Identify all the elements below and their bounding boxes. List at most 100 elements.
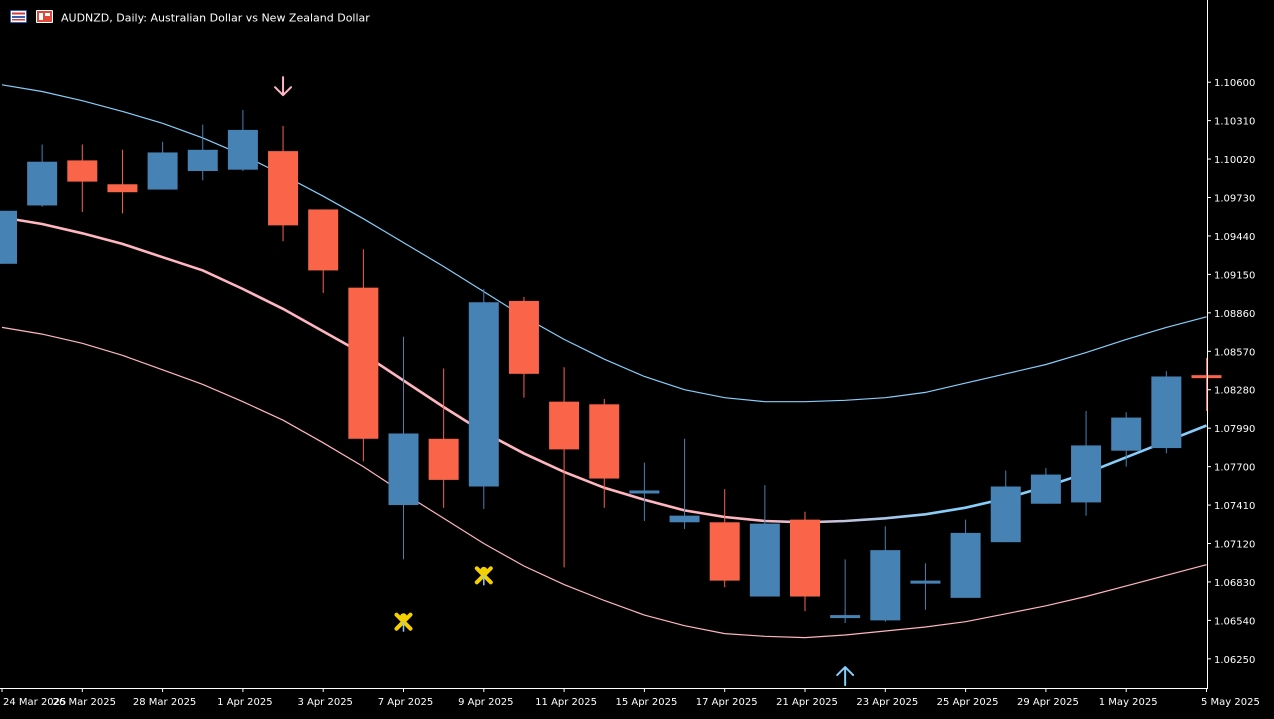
time-tick-label: 23 Apr 2025 <box>856 697 918 708</box>
signal-marker-icon <box>394 612 413 632</box>
price-tick-label: 1.08280 <box>1214 386 1255 397</box>
price-tick-label: 1.06540 <box>1214 616 1255 627</box>
price-tick-label: 1.10020 <box>1214 155 1255 166</box>
candle <box>508 296 539 398</box>
candle-body <box>0 210 17 264</box>
candle-body <box>227 129 258 170</box>
axes-layer <box>0 0 1208 689</box>
price-tick-label: 1.08570 <box>1214 347 1255 358</box>
price-tick-label: 1.09440 <box>1214 232 1255 243</box>
candle-body <box>67 160 98 182</box>
candle <box>27 144 58 207</box>
candle-body <box>187 149 218 172</box>
candle-body <box>589 404 620 479</box>
chart-window-icon[interactable] <box>10 10 27 23</box>
candle <box>187 124 218 181</box>
price-tick-label: 1.10310 <box>1214 117 1255 128</box>
candle <box>950 519 981 598</box>
candle <box>790 511 820 612</box>
time-tick-label: 26 Mar 2025 <box>53 697 116 708</box>
price-tick-label: 1.10600 <box>1214 78 1255 89</box>
candle-body <box>268 151 299 226</box>
candle <box>629 462 660 521</box>
marker-head <box>400 613 407 621</box>
candle <box>709 489 740 588</box>
signal-marker-icon <box>474 566 493 586</box>
candle-body <box>468 302 499 487</box>
price-tick-label: 1.07990 <box>1214 424 1255 435</box>
candle <box>348 249 379 462</box>
candle-body <box>1071 445 1102 503</box>
price-tick-label: 1.09150 <box>1214 270 1255 281</box>
candle <box>589 399 620 508</box>
candle-body <box>830 615 861 619</box>
candle <box>268 125 299 242</box>
time-tick-label: 28 Mar 2025 <box>133 697 196 708</box>
signals-layer <box>274 76 855 687</box>
candle-body <box>348 287 379 439</box>
symbol-flag-icon[interactable] <box>36 10 53 23</box>
time-tick-label: 1 May 2025 <box>1099 697 1158 708</box>
candle-body <box>428 438 459 480</box>
price-tick-label: 1.09730 <box>1214 194 1255 205</box>
candle <box>308 209 339 293</box>
candle <box>468 288 499 510</box>
time-tick-label: 9 Apr 2025 <box>458 697 513 708</box>
candle-body <box>790 519 820 597</box>
candle <box>990 470 1021 543</box>
price-tick-label: 1.07410 <box>1214 501 1255 512</box>
candle-body <box>27 161 58 206</box>
time-tick-label: 1 Apr 2025 <box>217 697 272 708</box>
candle-body <box>950 532 981 598</box>
time-tick-label: 17 Apr 2025 <box>696 697 758 708</box>
lower-band-line <box>1 326 1207 639</box>
price-axis-labels: 1.10600 1.10310 1.10020 1.09730 1.09440 1.091… <box>1207 78 1255 666</box>
candle <box>1191 357 1222 411</box>
chart-header: AUDNZD, Daily: Australian Dollar vs New … <box>10 10 370 25</box>
candle <box>67 144 98 213</box>
candle <box>147 141 178 190</box>
candle <box>107 149 138 214</box>
sell-arrow-icon <box>274 76 293 97</box>
price-tick-label: 1.07120 <box>1214 540 1255 551</box>
candle-body <box>870 550 901 621</box>
candle <box>1151 371 1182 454</box>
candles-layer <box>0 110 1222 624</box>
candle-body <box>549 401 580 450</box>
chart-title: AUDNZD, Daily: Australian Dollar vs New … <box>61 12 370 25</box>
time-tick-label: 21 Apr 2025 <box>776 697 838 708</box>
price-tick-label: 1.06830 <box>1214 578 1255 589</box>
price-tick-label: 1.07700 <box>1214 463 1255 474</box>
candle <box>830 559 861 624</box>
marker-head <box>480 566 488 574</box>
candle-body <box>669 515 700 523</box>
time-tick-label: 7 Apr 2025 <box>378 697 433 708</box>
time-tick-label: 24 Mar 2025 <box>3 697 66 708</box>
price-tick-label: 1.08860 <box>1214 309 1255 320</box>
candle-body <box>1151 376 1182 449</box>
candle <box>388 336 419 560</box>
candle-body <box>388 433 419 506</box>
candle-body <box>1111 417 1142 451</box>
candle <box>870 526 901 622</box>
candle-body <box>107 184 138 193</box>
candle-body <box>508 300 539 374</box>
candle-body <box>629 490 660 494</box>
buy-arrow-icon <box>836 666 855 687</box>
candle <box>227 110 258 172</box>
candle <box>0 210 17 264</box>
candle-body <box>1191 375 1222 379</box>
candle-body <box>749 523 780 597</box>
candle <box>669 438 700 529</box>
candle <box>428 368 459 508</box>
candle-body <box>308 209 339 271</box>
candle-body <box>910 580 941 584</box>
time-tick-label: 15 Apr 2025 <box>615 697 677 708</box>
time-tick-label: 29 Apr 2025 <box>1017 697 1079 708</box>
candle-body <box>709 522 740 581</box>
candle-body <box>990 486 1021 543</box>
candle-body <box>147 152 178 190</box>
